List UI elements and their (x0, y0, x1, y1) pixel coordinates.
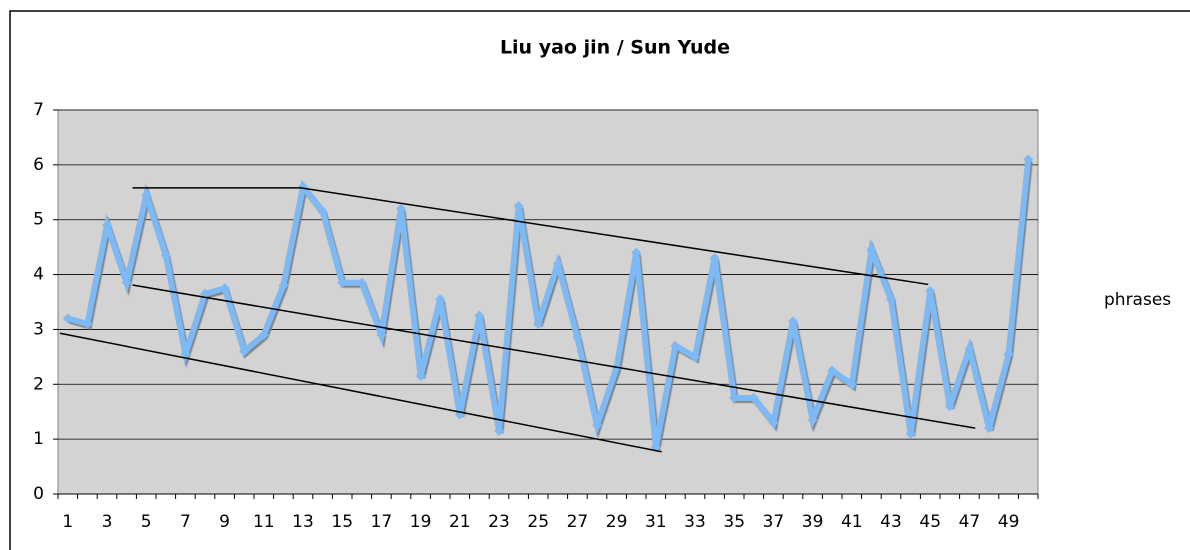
x-tick-label: 37 (763, 512, 785, 532)
x-tick-label: 45 (919, 512, 941, 532)
point-marker (533, 318, 544, 329)
series-line (66, 159, 1032, 448)
x-tick-label: 31 (645, 512, 667, 532)
point-marker (827, 365, 838, 376)
point-marker (552, 258, 563, 269)
point-marker (905, 428, 916, 439)
chart-title: Liu yao jin / Sun Yude (500, 37, 730, 59)
point-marker (239, 346, 250, 357)
point-marker (337, 277, 348, 288)
point-marker (356, 277, 367, 288)
point-marker (670, 340, 681, 351)
trend-line (59, 332, 662, 453)
point-marker (944, 401, 955, 412)
x-tick-label: 33 (684, 512, 706, 532)
point-marker (180, 349, 191, 360)
point-marker (788, 316, 798, 327)
x-tick-label: 41 (841, 512, 863, 532)
point-marker (82, 318, 93, 329)
point-marker (474, 310, 485, 321)
point-marker (886, 294, 896, 305)
x-tick-label: 19 (410, 512, 432, 532)
x-tick-label: 49 (998, 512, 1020, 532)
x-tick-label: 9 (219, 512, 230, 532)
point-marker (690, 351, 700, 362)
y-tick-label: 1 (33, 429, 44, 449)
trend-line (132, 187, 929, 286)
x-tick-label: 15 (331, 512, 353, 532)
x-tick-label: 39 (802, 512, 824, 532)
x-tick-label: 17 (371, 512, 393, 532)
x-tick-label: 1 (62, 512, 73, 532)
point-marker (435, 294, 446, 305)
x-tick-label: 13 (292, 512, 314, 532)
point-marker (317, 206, 328, 217)
point-marker (396, 203, 406, 214)
point-marker (866, 244, 877, 255)
y-tick-label: 6 (33, 155, 44, 175)
x-tick-label: 7 (180, 512, 191, 532)
x-tick-label: 43 (880, 512, 902, 532)
x-tick-label: 21 (449, 512, 471, 532)
x-tick-label: 29 (606, 512, 628, 532)
point-marker (592, 420, 602, 431)
point-marker (102, 220, 112, 231)
x-tick-label: 35 (723, 512, 745, 532)
x-tick-label: 11 (253, 512, 275, 532)
point-marker (415, 371, 426, 382)
point-marker (729, 393, 740, 403)
x-tick-label: 23 (488, 512, 510, 532)
y-tick-label: 2 (33, 374, 44, 394)
x-tick-label: 3 (102, 512, 113, 532)
point-marker (807, 414, 818, 425)
point-marker (160, 250, 171, 261)
point-marker (1003, 349, 1014, 360)
point-marker (278, 280, 289, 291)
point-marker (494, 425, 504, 436)
point-marker (964, 343, 975, 354)
point-marker (984, 423, 994, 434)
point-marker (141, 190, 152, 201)
point-marker (572, 332, 583, 343)
y-tick-label: 0 (33, 484, 44, 504)
legend-label: phrases (1104, 290, 1171, 310)
point-marker (709, 253, 720, 264)
x-tick-label: 5 (141, 512, 152, 532)
point-marker (62, 313, 73, 324)
y-tick-label: 7 (33, 100, 44, 120)
trend-line (132, 284, 976, 429)
y-tick-label: 5 (33, 210, 44, 230)
point-marker (768, 417, 779, 428)
point-marker (846, 379, 857, 390)
point-marker (748, 393, 759, 403)
point-marker (219, 283, 230, 294)
y-tick-label: 3 (33, 319, 44, 339)
point-marker (631, 247, 642, 258)
x-tick-label: 25 (527, 512, 549, 532)
point-marker (121, 277, 132, 288)
x-tick-label: 47 (959, 512, 981, 532)
point-marker (258, 329, 269, 340)
point-marker (1023, 154, 1034, 165)
x-tick-label: 27 (567, 512, 589, 532)
point-marker (513, 201, 524, 211)
point-marker (376, 329, 387, 340)
point-marker (925, 286, 936, 297)
y-tick-label: 4 (33, 265, 44, 285)
